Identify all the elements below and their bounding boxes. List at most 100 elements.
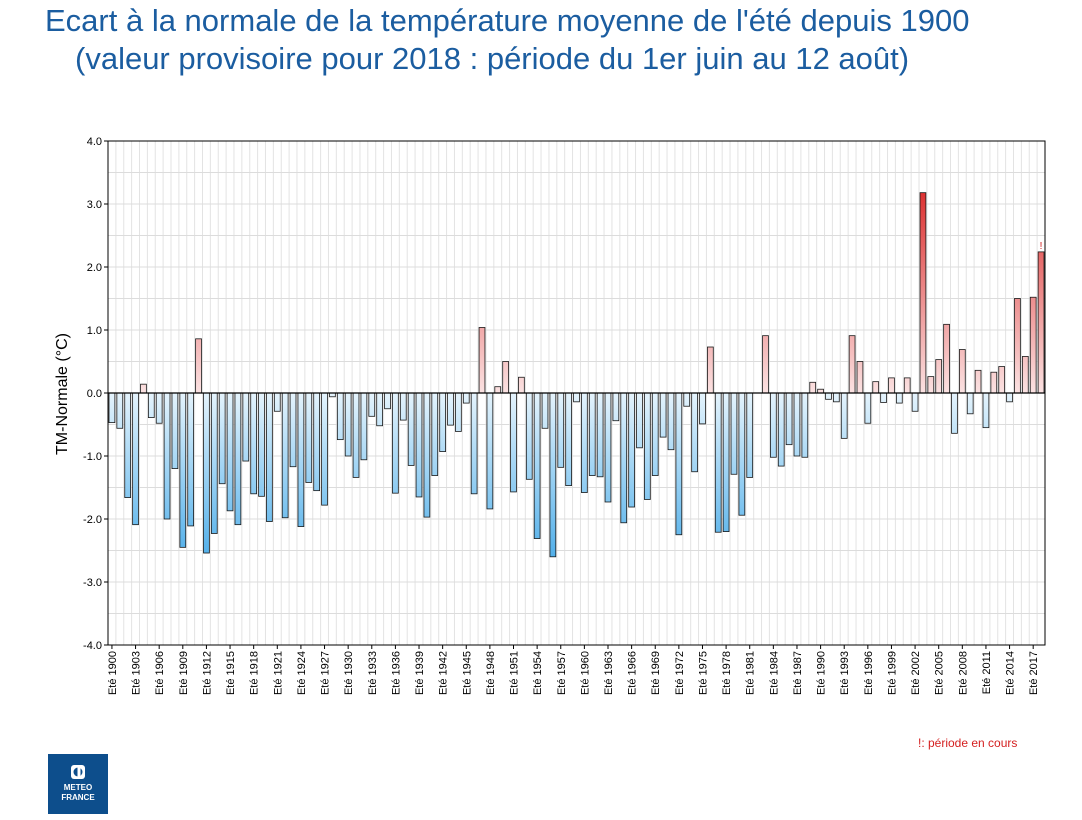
bar-1967 [636, 392, 643, 449]
x-tick-label: Eté 1957 [556, 651, 568, 695]
bar-1914 [218, 392, 226, 485]
bar-1999 [888, 377, 895, 394]
bar-1909 [179, 392, 187, 548]
bar-1939 [415, 392, 423, 498]
bar-2007 [951, 392, 958, 434]
bar-1910 [187, 392, 195, 527]
bar-1976 [707, 346, 714, 394]
y-tick-label: 1.0 [87, 325, 102, 337]
bar-1930 [344, 392, 352, 457]
bar-1957 [557, 392, 565, 468]
bar-1902 [124, 392, 132, 498]
bar-1992 [833, 392, 840, 403]
bar-1920 [266, 392, 273, 522]
bar-1965 [620, 392, 628, 524]
bar-2002 [911, 392, 919, 412]
bar-1971 [667, 392, 675, 451]
x-tick-label: Eté 1909 [178, 651, 190, 695]
bar-1945 [462, 392, 470, 404]
bar-1981 [746, 392, 754, 478]
axes: ! -4.0 -3.0 -2.0 -1.0 0.0 1.0 2.0 3.0 4.0 Eté 1900… [83, 136, 1046, 695]
bar-1955 [541, 392, 549, 429]
x-tick-label: Eté 1987 [792, 651, 804, 695]
x-tick-label: Eté 1993 [839, 651, 851, 695]
bar-1943 [447, 392, 454, 426]
bar-1912 [203, 392, 210, 554]
x-tick-label: Eté 1972 [674, 651, 686, 695]
x-tick-label: Eté 1984 [768, 651, 780, 695]
x-tick-label: Eté 1951 [509, 651, 521, 695]
x-tick-label: Eté 1903 [131, 651, 143, 695]
bar-1934 [376, 392, 383, 427]
bar-1947 [478, 327, 486, 394]
y-tick-label: 0.0 [87, 388, 102, 400]
bar-1907 [163, 392, 171, 520]
bar-1935 [384, 392, 391, 410]
bar-2018 [1037, 251, 1045, 394]
x-tick-label: Eté 2008 [957, 651, 969, 695]
bar-1904 [140, 383, 147, 394]
bar-1923 [289, 392, 297, 468]
y-tick-label: 3.0 [87, 199, 102, 211]
bar-1936 [392, 392, 399, 494]
bar-1960 [581, 392, 588, 493]
bar-1972 [675, 392, 683, 536]
x-tick-label: Eté 1915 [225, 651, 237, 695]
x-tick-label: Eté 1924 [296, 651, 308, 695]
bar-1926 [313, 392, 320, 492]
bar-1921 [273, 392, 281, 412]
bar-1988 [801, 392, 809, 458]
bar-1989 [809, 381, 817, 394]
y-tick-label: -3.0 [83, 577, 102, 589]
bar-1940 [423, 392, 431, 518]
chart-title-line2: (valeur provisoire pour 2018 : période d… [75, 41, 910, 76]
bar-2011 [982, 392, 990, 429]
bar-1956 [549, 392, 557, 558]
bar-1963 [604, 392, 612, 503]
bar-1975 [699, 392, 706, 425]
bar-1900 [108, 392, 116, 424]
x-tick-label: Eté 1930 [343, 651, 355, 695]
x-tick-label: Eté 1933 [367, 651, 379, 695]
x-tick-label: Eté 1906 [154, 651, 166, 695]
y-tick-label: 2.0 [87, 262, 102, 274]
bar-1929 [336, 392, 344, 441]
bar-1903 [132, 392, 139, 526]
bar-2009 [966, 392, 974, 415]
bar-1977 [714, 392, 722, 533]
bar-1931 [352, 392, 360, 478]
x-tick-label: Eté 2002 [910, 651, 922, 695]
x-tick-label: Eté 1939 [414, 651, 426, 695]
bar-1997 [872, 381, 880, 394]
bar-1974 [691, 392, 698, 473]
bar-1949 [494, 386, 502, 394]
bar-1911 [195, 338, 202, 394]
bar-1952 [518, 376, 525, 394]
bar-2008 [958, 349, 966, 394]
bar-1979 [730, 392, 738, 475]
bar-2013 [998, 366, 1006, 394]
x-tick-label: Eté 1975 [697, 651, 709, 695]
bar-1968 [644, 392, 651, 500]
bar-1950 [502, 361, 509, 394]
bar-1916 [234, 392, 242, 526]
bars [108, 192, 1045, 558]
bar-1915 [226, 392, 234, 512]
bar-1937 [399, 392, 407, 421]
bar-1951 [510, 392, 517, 493]
bar-1962 [596, 392, 604, 478]
bar-1954 [533, 392, 541, 539]
x-tick-label: Eté 2005 [934, 651, 946, 695]
bar-1932 [360, 392, 368, 461]
bar-1995 [856, 361, 864, 394]
bar-1980 [738, 392, 746, 516]
bar-2003 [919, 192, 927, 394]
meteo-france-emblem-icon [71, 765, 85, 779]
bar-1913 [210, 392, 218, 534]
x-tick-label: Eté 1978 [721, 651, 733, 695]
bar-2012 [990, 371, 998, 394]
meteo-france-logo: METEO FRANCE [48, 754, 108, 814]
bar-1927 [321, 392, 328, 506]
provisional-mark: ! [1040, 241, 1043, 252]
logo-line1: METEO [63, 783, 93, 792]
